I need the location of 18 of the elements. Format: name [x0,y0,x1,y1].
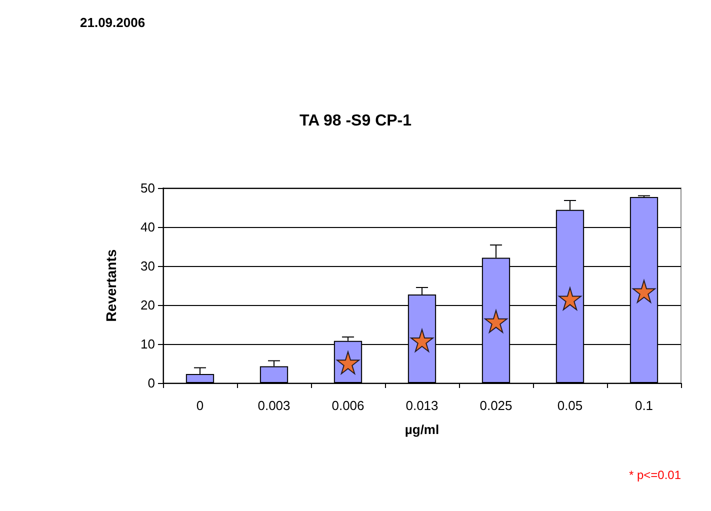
y-tick-label: 10 [140,336,155,352]
y-tick-label: 40 [140,220,155,234]
chart-title: TA 98 -S9 CP-1 [299,112,412,130]
text: 21.09.2006 [80,15,146,30]
y-tick-label: 20 [140,298,155,312]
x-tick-label: 0 [196,398,204,413]
x-tick-label: 0.006 [332,398,364,413]
text: * p<=0.01 [628,468,682,482]
x-tick-label: 0.1 [634,398,654,413]
x-tick-label: 0.025 [480,398,512,413]
x-tick-label: 0.05 [557,398,583,413]
y-tick-label: 0 [148,376,155,390]
x-tick-label: 0.013 [406,398,438,413]
x-axis-title: µg/ml [404,422,440,437]
y-axis-title: Revertants [103,249,119,322]
y-tick-label: 30 [140,258,155,274]
y-tick-label: 50 [140,180,155,196]
x-tick-label: 0.003 [258,398,290,413]
